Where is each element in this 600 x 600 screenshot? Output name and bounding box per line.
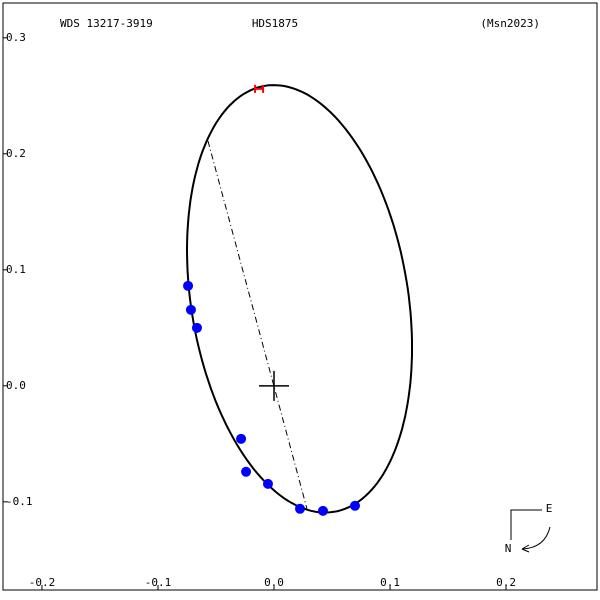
observation [349,500,360,511]
compass-arrowhead [521,544,530,553]
x-tick-label: -0.1 [145,576,172,589]
x-tick-label: -0.2 [29,576,56,589]
reference: (Msn2023) [480,17,540,30]
y-tick-label: 0.0 [6,379,26,392]
observation [295,503,305,514]
orbit [185,84,413,514]
observation [183,280,194,291]
frame [2,2,598,591]
x-tick-label: 0.1 [380,576,400,589]
node-line [207,140,308,509]
compass-lines [510,509,542,540]
observation [317,505,328,516]
y-tick-label: -0.1 [6,495,33,508]
observation [241,466,252,477]
y-tick-label: 0.2 [6,147,26,160]
y-tick-label: 0.3 [6,31,26,44]
observation [262,478,273,489]
chart-subtitle: WDS 13217-3919 [60,17,153,30]
compass [510,509,551,553]
observation [185,304,196,315]
chart-title: HDS1875 [252,17,298,30]
x-tick-label: 0.2 [496,576,516,589]
compass-east: E [546,502,553,515]
primary-star [259,370,290,401]
y-tick-label: 0.1 [6,263,26,276]
compass-north: N [505,542,512,555]
observation [191,322,202,333]
reference-point [254,84,265,93]
x-tick-label: 0.0 [264,576,284,589]
observation [236,433,247,444]
compass-arrow [521,526,551,550]
